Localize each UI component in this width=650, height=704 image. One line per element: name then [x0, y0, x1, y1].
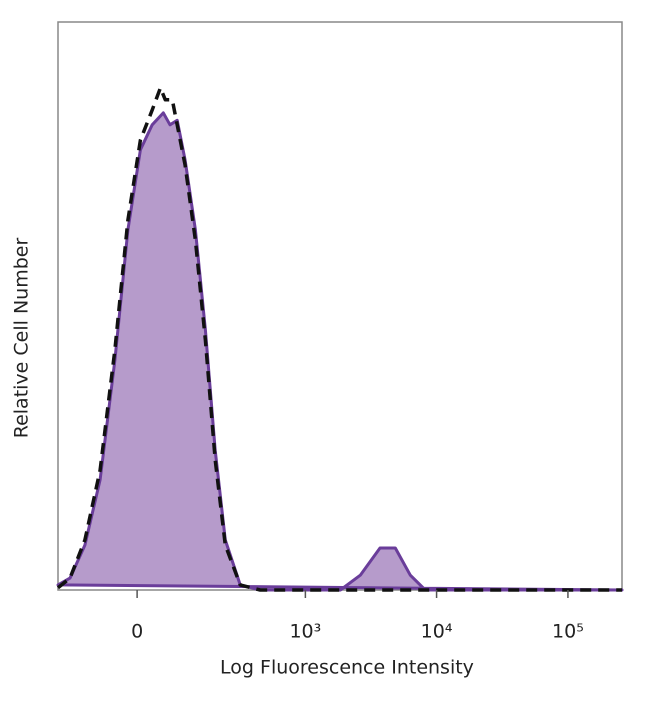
y-axis-title: Relative Cell Number: [11, 238, 33, 439]
x-tick-label: 0: [131, 621, 143, 643]
x-axis-title: Log Fluorescence Intensity: [220, 657, 474, 679]
x-tick-label: 10³: [289, 621, 321, 643]
filled-histogram: [56, 111, 624, 592]
control-histogram: [56, 86, 622, 592]
x-tick-label: 10⁴: [421, 621, 453, 643]
x-tick-label: 10⁵: [552, 621, 584, 643]
